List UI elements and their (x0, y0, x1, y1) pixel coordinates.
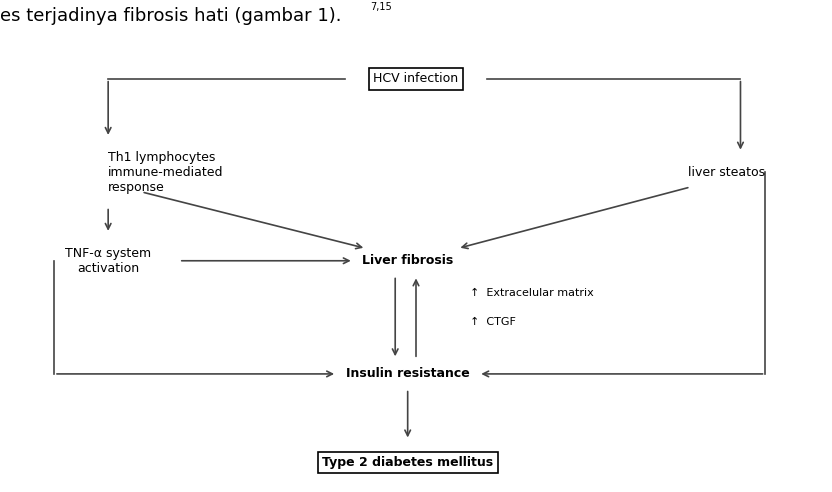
Text: Insulin resistance: Insulin resistance (346, 368, 469, 380)
Text: Type 2 diabetes mellitus: Type 2 diabetes mellitus (322, 456, 493, 469)
Text: TNF-α system
activation: TNF-α system activation (65, 247, 151, 275)
Text: Liver fibrosis: Liver fibrosis (362, 254, 453, 267)
Text: 7,15: 7,15 (370, 2, 392, 12)
Text: HCV infection: HCV infection (374, 72, 458, 85)
Text: ↑  Extracelular matrix: ↑ Extracelular matrix (470, 288, 594, 298)
Text: liver steatos: liver steatos (688, 166, 765, 179)
Text: Th1 lymphocytes
immune-mediated
response: Th1 lymphocytes immune-mediated response (108, 151, 224, 194)
Text: ↑  CTGF: ↑ CTGF (470, 317, 516, 327)
Text: es terjadinya fibrosis hati (gambar 1).: es terjadinya fibrosis hati (gambar 1). (0, 7, 341, 26)
